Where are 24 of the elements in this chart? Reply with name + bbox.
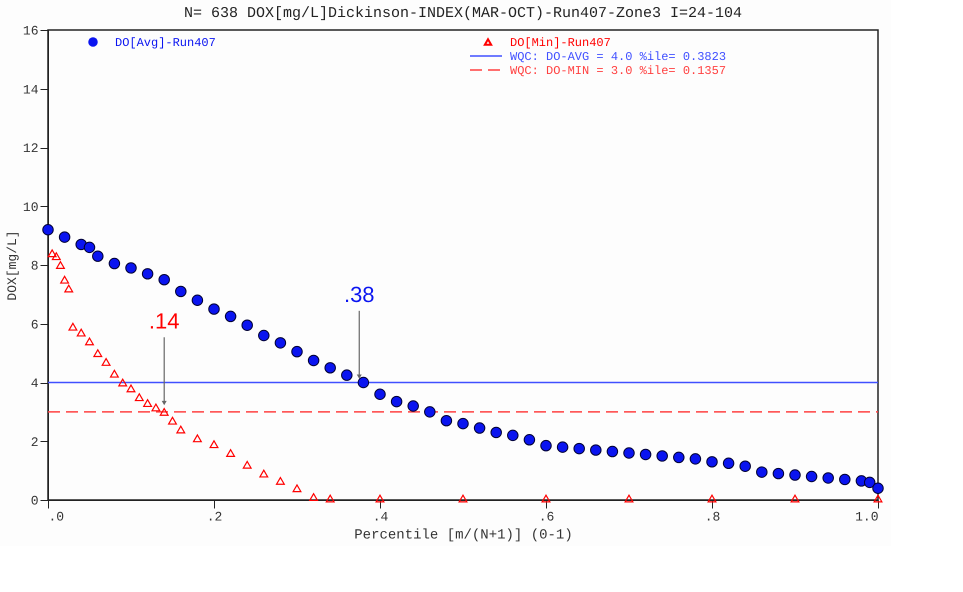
legend-label: WQC: DO-MIN = 3.0 %ile= 0.1357: [510, 64, 726, 78]
y-tick-label: 6: [30, 317, 38, 332]
legend-label: WQC: DO-AVG = 4.0 %ile= 0.3823: [510, 50, 726, 64]
chart-title: N= 638 DOX[mg/L]Dickinson-INDEX(MAR-OCT)-Run407-Zone3 I=24-104: [184, 5, 742, 22]
x-tick-label: .8: [704, 510, 720, 524]
y-tick-label: 10: [22, 200, 38, 215]
y-tick-label: 12: [22, 141, 38, 156]
x-tick-label: .4: [372, 510, 388, 524]
x-tick-label: 1.0: [855, 510, 878, 524]
y-tick-label: 0: [30, 494, 38, 508]
x-tick-label: .6: [538, 510, 554, 524]
y-axis-title: DOX[mg/L]: [4, 230, 20, 301]
y-tick-label: 4: [30, 376, 39, 391]
legend-label: DO[Min]-Run407: [510, 36, 611, 50]
y-tick-label: 8: [30, 258, 38, 274]
y-tick-label: 16: [22, 24, 38, 38]
y-tick-label: 2: [30, 434, 38, 450]
legend-label: DO[Avg]-Run407: [115, 36, 216, 50]
annotation: .14: [148, 308, 180, 334]
x-axis-title: Percentile [m/(N+1)] (0-1): [354, 528, 573, 544]
annotation: .38: [344, 282, 375, 307]
x-tick-label: .2: [206, 510, 222, 524]
y-tick-label: 14: [22, 82, 39, 98]
x-tick-label: .0: [48, 510, 64, 524]
